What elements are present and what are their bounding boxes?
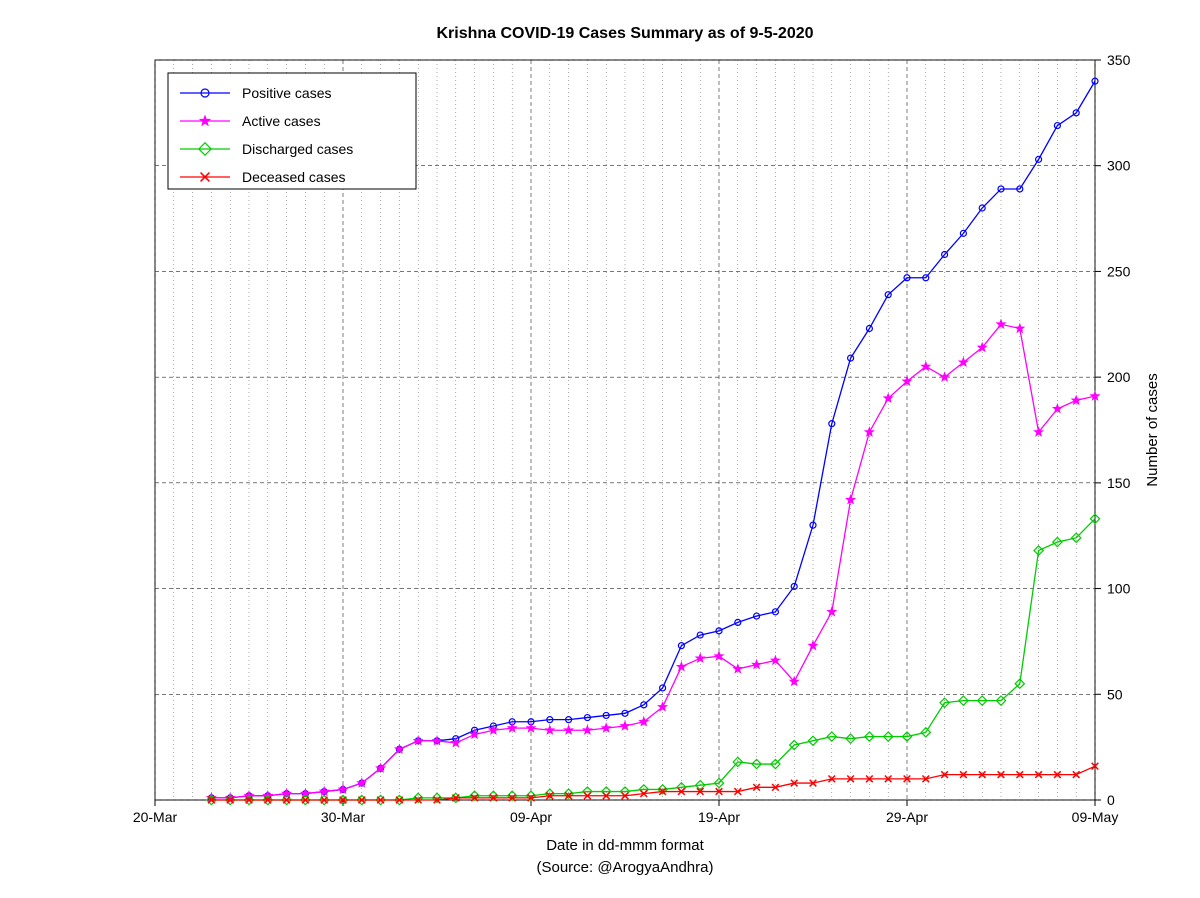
chart-title: Krishna COVID-19 Cases Summary as of 9-5… — [436, 25, 813, 42]
ytick-label: 350 — [1107, 52, 1131, 68]
legend-label: Positive cases — [242, 85, 331, 101]
ytick-label: 150 — [1107, 475, 1131, 491]
legend-label: Active cases — [242, 113, 321, 129]
xtick-label: 09-May — [1072, 809, 1119, 825]
ytick-label: 200 — [1107, 369, 1131, 385]
x-axis-label-1: Date in dd-mmm format — [546, 837, 704, 854]
xtick-label: 19-Apr — [698, 809, 740, 825]
chart-container: 20-Mar 30-Mar 09-Apr 19-Apr 29-Apr 09-May0 50 1… — [0, 0, 1200, 898]
y-axis-label: Number of cases — [1144, 373, 1161, 486]
ytick-label: 300 — [1107, 158, 1131, 174]
xtick-label: 20-Mar — [133, 809, 178, 825]
legend: Positive cases Active cases Discharged cas… — [168, 73, 416, 189]
ytick-label: 50 — [1107, 686, 1123, 702]
xtick-label: 30-Mar — [321, 809, 366, 825]
ytick-label: 100 — [1107, 581, 1131, 597]
xtick-label: 29-Apr — [886, 809, 928, 825]
chart-svg: 20-Mar 30-Mar 09-Apr 19-Apr 29-Apr 09-May0 50 1… — [0, 0, 1200, 898]
xtick-label: 09-Apr — [510, 809, 552, 825]
ytick-label: 0 — [1107, 792, 1115, 808]
x-axis-label-2: (Source: @ArogyaAndhra) — [537, 859, 714, 876]
legend-label: Deceased cases — [242, 169, 346, 185]
legend-label: Discharged cases — [242, 141, 353, 157]
ytick-label: 250 — [1107, 263, 1131, 279]
